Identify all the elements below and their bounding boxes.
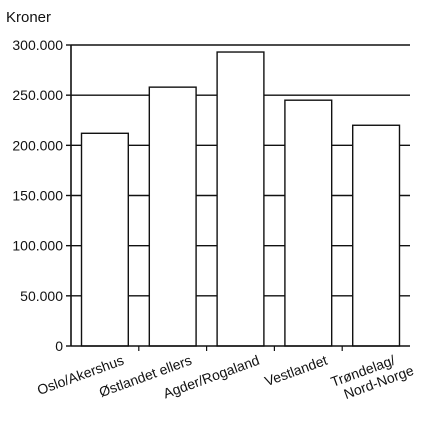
x-tick-label: Vestlandet <box>262 352 329 389</box>
bars <box>80 51 401 347</box>
x-tick-label: Trøndelag/Nord-Norge <box>329 347 416 405</box>
axes <box>66 44 410 351</box>
bar <box>148 86 197 347</box>
y-tick-label: 150.000 <box>12 188 63 204</box>
y-tick-label: 50.000 <box>20 288 63 304</box>
bar <box>80 132 129 347</box>
bar <box>216 51 265 347</box>
y-axis-title: Kroner <box>6 9 51 26</box>
y-tick-label: 0 <box>55 338 63 354</box>
y-tick-label: 100.000 <box>12 238 63 254</box>
y-tick-label: 250.000 <box>12 87 63 103</box>
bar <box>352 124 401 347</box>
y-tick-label: 300.000 <box>12 37 63 53</box>
y-tick-label: 200.000 <box>12 137 63 153</box>
bar <box>284 99 333 347</box>
